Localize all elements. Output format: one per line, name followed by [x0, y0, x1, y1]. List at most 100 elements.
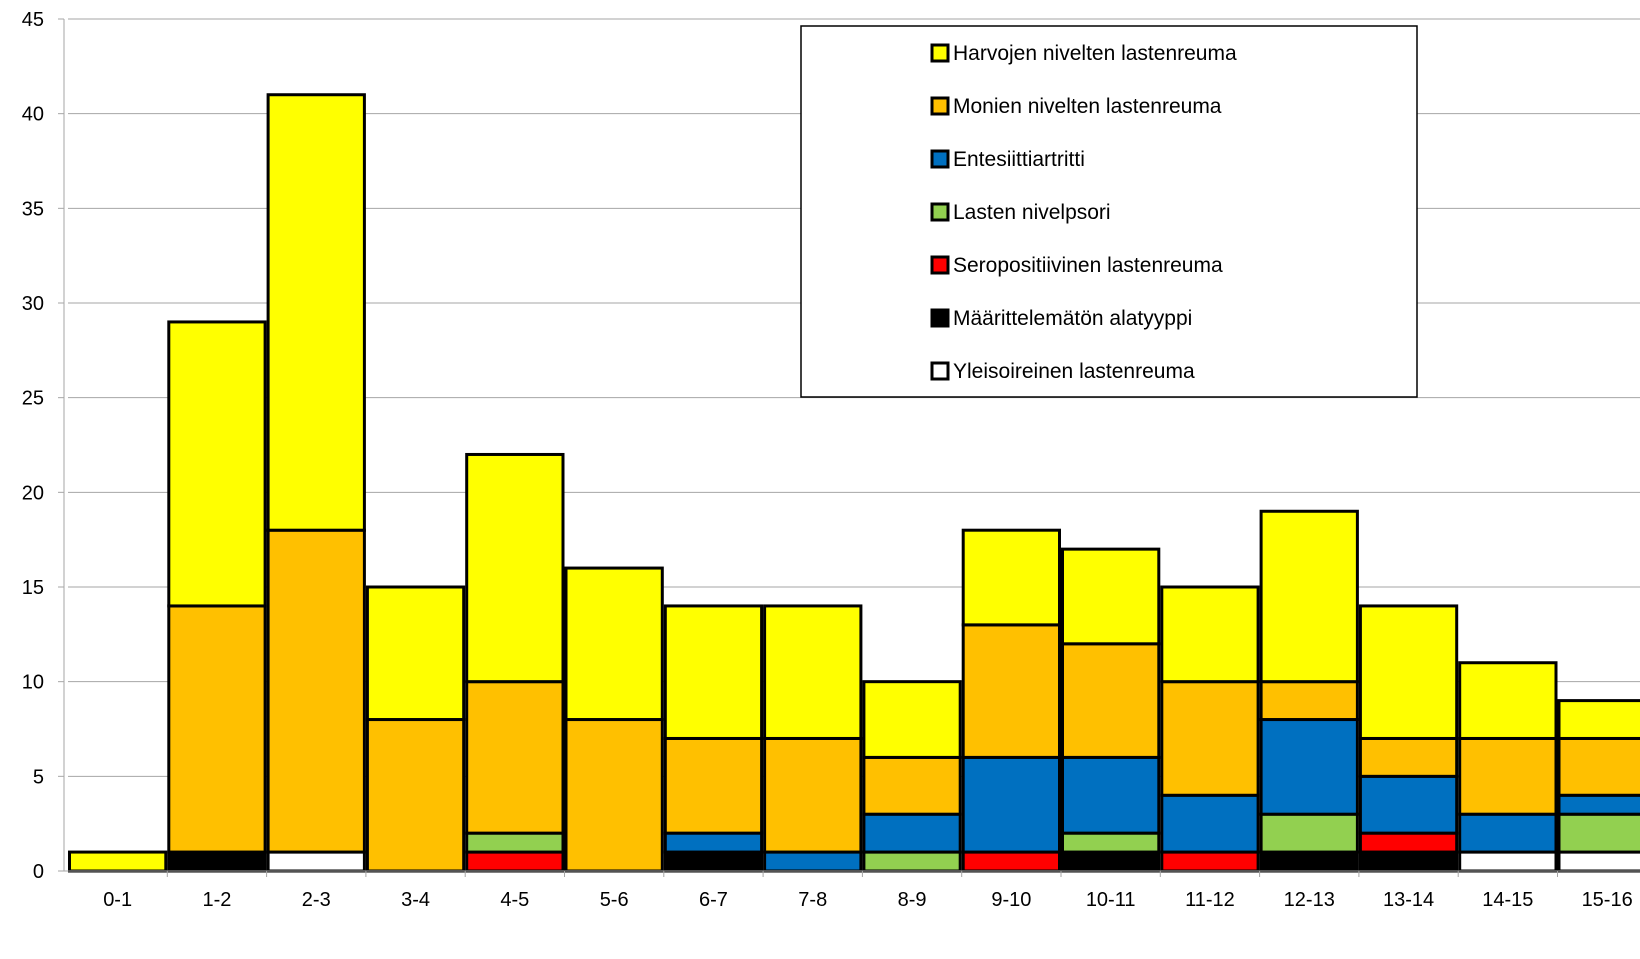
y-tick-label: 40 [22, 104, 44, 126]
bar-segment-lasten-nivelpsori-15-16 [1557, 812, 1640, 854]
bar-segment-harvojen-nivelten-lastenreuma-11-12 [1160, 585, 1260, 684]
x-tick-label: 10-11 [1086, 889, 1136, 911]
bar-segment-entesiittiartritti-15-16 [1557, 793, 1640, 816]
legend-label-seropositiivinen-lastenreuma: Seropositiivinen lastenreuma [953, 254, 1223, 277]
bar-segment-maarittelematon-alatyyppi-10-11 [1061, 850, 1161, 873]
x-tick-label: 7-8 [798, 889, 827, 911]
bar-segment-monien-nivelten-lastenreuma-13-14 [1358, 736, 1459, 778]
bar-segment-maarittelematon-alatyyppi-6-7 [663, 850, 764, 873]
bar-segment-harvojen-nivelten-lastenreuma-10-11 [1061, 547, 1161, 646]
bar-segment-monien-nivelten-lastenreuma-8-9 [862, 755, 962, 816]
x-tick-label: 11-12 [1185, 889, 1235, 911]
bar-segment-monien-nivelten-lastenreuma-1-2 [167, 604, 267, 854]
bar-segment-harvojen-nivelten-lastenreuma-8-9 [862, 680, 962, 759]
y-tick-label: 0 [33, 861, 44, 883]
bar-segment-monien-nivelten-lastenreuma-12-13 [1259, 680, 1359, 722]
legend: Harvojen nivelten lastenreuma Monien nive… [800, 25, 1418, 398]
bar-segment-entesiittiartritti-10-11 [1061, 755, 1161, 835]
y-tick-label: 25 [22, 388, 44, 410]
bar-segment-monien-nivelten-lastenreuma-6-7 [663, 736, 764, 835]
bar-segment-monien-nivelten-lastenreuma-15-16 [1557, 736, 1640, 797]
y-tick-label: 5 [33, 766, 44, 788]
bar-segment-harvojen-nivelten-lastenreuma-0-1 [68, 850, 168, 873]
bar-segment-entesiittiartritti-6-7 [663, 831, 764, 854]
y-tick-label: 35 [22, 198, 44, 220]
bar-segment-maarittelematon-alatyyppi-13-14 [1358, 850, 1459, 873]
bar-segment-monien-nivelten-lastenreuma-3-4 [365, 718, 466, 873]
bar-segment-entesiittiartritti-14-15 [1458, 812, 1558, 854]
x-tick-label: 12-13 [1284, 889, 1335, 911]
bar-segment-maarittelematon-alatyyppi-1-2 [167, 850, 267, 873]
x-tick-label: 6-7 [699, 889, 728, 911]
bar-segment-entesiittiartritti-12-13 [1259, 718, 1359, 816]
bar-segment-yleisoireinen-lastenreuma-15-16 [1557, 850, 1640, 873]
bar-segment-harvojen-nivelten-lastenreuma-15-16 [1557, 699, 1640, 740]
legend-swatch-monien-nivelten-lastenreuma [930, 96, 950, 116]
bar-segment-monien-nivelten-lastenreuma-14-15 [1458, 736, 1558, 816]
bar-segment-monien-nivelten-lastenreuma-9-10 [961, 623, 1062, 759]
y-axis: 0 5 10 15 20 25 30 35 40 45 [22, 9, 65, 883]
legend-swatch-yleisoireinen-lastenreuma [930, 361, 950, 381]
x-axis: 0-1 1-2 2-3 3-4 4-5 5-6 6-7 7-8 8-9 9-10 10-11 11-1… [64, 870, 1640, 911]
x-tick-label: 9-10 [991, 889, 1031, 911]
bar-segment-harvojen-nivelten-lastenreuma-9-10 [961, 528, 1062, 627]
bar-segment-harvojen-nivelten-lastenreuma-2-3 [266, 93, 366, 532]
legend-box [800, 25, 1418, 398]
bar-segment-maarittelematon-alatyyppi-12-13 [1259, 850, 1359, 873]
legend-swatch-seropositiivinen-lastenreuma [930, 255, 950, 275]
bar-segment-seropositiivinen-lastenreuma-13-14 [1358, 831, 1459, 854]
bar-segment-monien-nivelten-lastenreuma-4-5 [465, 680, 565, 835]
bar-segment-monien-nivelten-lastenreuma-5-6 [564, 718, 664, 873]
y-tick-label: 30 [22, 293, 44, 315]
x-tick-label: 14-15 [1482, 889, 1533, 911]
bar-segment-harvojen-nivelten-lastenreuma-4-5 [465, 452, 565, 684]
legend-label-monien-nivelten-lastenreuma: Monien nivelten lastenreuma [953, 95, 1222, 118]
x-tick-label: 13-14 [1383, 889, 1434, 911]
bar-segment-harvojen-nivelten-lastenreuma-7-8 [763, 604, 863, 740]
bar-segment-harvojen-nivelten-lastenreuma-5-6 [564, 566, 664, 722]
bar-segment-monien-nivelten-lastenreuma-11-12 [1160, 680, 1260, 797]
bar-segment-harvojen-nivelten-lastenreuma-12-13 [1259, 509, 1359, 684]
x-tick-label: 15-16 [1582, 889, 1633, 911]
legend-label-entesiittiartritti: Entesiittiartritti [953, 148, 1085, 171]
bar-segment-entesiittiartritti-8-9 [862, 812, 962, 854]
bars [68, 93, 1640, 873]
y-tick-label: 15 [22, 577, 44, 599]
bar-segment-lasten-nivelpsori-12-13 [1259, 812, 1359, 854]
bar-segment-entesiittiartritti-9-10 [961, 755, 1062, 854]
bar-segment-entesiittiartritti-11-12 [1160, 793, 1260, 854]
x-tick-label: 0-1 [103, 889, 132, 911]
bar-segment-harvojen-nivelten-lastenreuma-14-15 [1458, 661, 1558, 740]
bar-segment-lasten-nivelpsori-4-5 [465, 831, 565, 854]
legend-label-lasten-nivelpsori: Lasten nivelpsori [953, 201, 1111, 224]
y-tick-label: 45 [22, 9, 44, 31]
x-tick-label: 3-4 [401, 889, 430, 911]
x-tick-label: 5-6 [600, 889, 629, 911]
x-tick-label: 8-9 [898, 889, 927, 911]
bar-segment-lasten-nivelpsori-10-11 [1061, 831, 1161, 854]
legend-label-yleisoireinen-lastenreuma: Yleisoireinen lastenreuma [953, 360, 1195, 383]
bar-segment-entesiittiartritti-13-14 [1358, 774, 1459, 835]
bar-segment-seropositiivinen-lastenreuma-4-5 [465, 850, 565, 873]
bar-segment-entesiittiartritti-7-8 [763, 850, 863, 873]
bar-segment-seropositiivinen-lastenreuma-11-12 [1160, 850, 1260, 873]
legend-swatch-maarittelematon-alatyyppi [930, 308, 950, 328]
bar-segment-harvojen-nivelten-lastenreuma-6-7 [663, 604, 764, 740]
legend-swatch-lasten-nivelpsori [930, 202, 950, 222]
bar-segment-harvojen-nivelten-lastenreuma-1-2 [167, 320, 267, 608]
bar-segment-harvojen-nivelten-lastenreuma-13-14 [1358, 604, 1459, 740]
x-tick-label: 2-3 [302, 889, 331, 911]
bar-segment-monien-nivelten-lastenreuma-2-3 [266, 528, 366, 854]
bar-segment-lasten-nivelpsori-8-9 [862, 850, 962, 873]
legend-label-harvojen-nivelten-lastenreuma: Harvojen nivelten lastenreuma [953, 42, 1237, 65]
legend-swatch-harvojen-nivelten-lastenreuma [930, 43, 950, 63]
legend-swatch-entesiittiartritti [930, 149, 950, 169]
y-tick-label: 10 [22, 672, 44, 694]
legend-label-maarittelematon-alatyyppi: Määrittelemätön alatyyppi [953, 307, 1192, 330]
bar-segment-monien-nivelten-lastenreuma-7-8 [763, 736, 863, 854]
bar-segment-seropositiivinen-lastenreuma-9-10 [961, 850, 1062, 873]
y-tick-label: 20 [22, 482, 44, 504]
bar-segment-monien-nivelten-lastenreuma-10-11 [1061, 642, 1161, 759]
bar-segment-yleisoireinen-lastenreuma-14-15 [1458, 850, 1558, 873]
